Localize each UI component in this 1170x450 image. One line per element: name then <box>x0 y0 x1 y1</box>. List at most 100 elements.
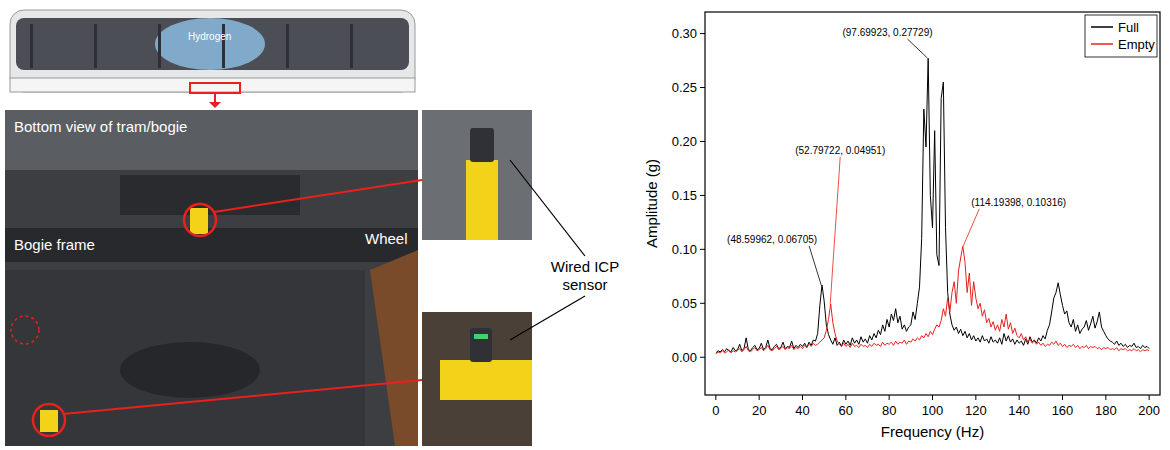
tram-pillar <box>158 24 161 68</box>
x-tick <box>759 395 760 400</box>
annotation-leader <box>963 209 979 246</box>
photo-lower <box>5 270 365 446</box>
y-tick-label: 0.05 <box>672 296 697 311</box>
label-link <box>510 296 585 340</box>
annotation-leader <box>830 157 840 304</box>
legend-swatch <box>1091 43 1113 45</box>
photo-tape <box>40 410 58 432</box>
tram-text: Hydrogen <box>188 31 231 42</box>
photo-panel: Hydrogen Bottom view of tram/bogie Bogie f… <box>5 10 619 446</box>
x-tick-label: 140 <box>1008 403 1030 418</box>
x-tick-label: 160 <box>1052 403 1074 418</box>
photo-label: Wheel <box>365 230 408 247</box>
x-tick-label: 200 <box>1138 403 1160 418</box>
plot-frame <box>705 12 1160 395</box>
chart: 0 20 40 60 80 100 120 140 160 180 200 0.00 0.05 0.10 0… <box>643 12 1160 440</box>
photo-frame-bar <box>5 228 418 262</box>
tram-pillar <box>94 24 97 68</box>
sensor-label-line: Wired ICP <box>551 258 619 275</box>
series-line <box>716 58 1149 353</box>
y-tick-label: 0.20 <box>672 134 697 149</box>
tram-skirt <box>10 78 415 92</box>
annotations: (97.69923, 0.27729) (48.59962, 0.06705) (5… <box>727 27 1066 304</box>
x-tick-label: 40 <box>795 403 809 418</box>
inset-link <box>63 380 422 414</box>
y-tick-label: 0.30 <box>672 26 697 41</box>
series-line <box>716 246 1149 354</box>
label-link <box>510 160 585 256</box>
annotation-leader <box>809 246 821 285</box>
figure: Hydrogen Bottom view of tram/bogie Bogie f… <box>0 0 1170 450</box>
inset-photo <box>422 312 532 446</box>
arrow-head <box>209 102 221 108</box>
photo-label: Bogie frame <box>14 236 95 253</box>
inset-tape <box>440 360 532 400</box>
y-tick <box>700 195 705 196</box>
x-tick <box>975 395 976 400</box>
sensor-circle <box>184 204 216 236</box>
inset-tape <box>466 160 498 240</box>
x-tick-label: 60 <box>839 403 853 418</box>
bogie-photo <box>5 110 418 446</box>
x-tick <box>932 395 933 400</box>
sensor-label-line: sensor <box>562 276 607 293</box>
x-tick-label: 180 <box>1095 403 1117 418</box>
x-tick <box>802 395 803 400</box>
x-tick <box>1019 395 1020 400</box>
sensor-label: Wired ICPsensor <box>551 258 619 293</box>
y-tick <box>700 33 705 34</box>
photo-tape <box>190 208 208 234</box>
x-tick-label: 80 <box>882 403 896 418</box>
y-tick-label: 0.25 <box>672 80 697 95</box>
x-tick <box>889 395 890 400</box>
x-tick <box>845 395 846 400</box>
x-axis-title: Frequency (Hz) <box>881 423 984 440</box>
series-group <box>716 58 1149 354</box>
legend: Full Empty <box>1085 15 1157 57</box>
y-tick <box>700 303 705 304</box>
inset-photo <box>422 110 532 240</box>
x-tick-label: 120 <box>965 403 987 418</box>
y-axis-title: Amplitude (g) <box>643 159 660 248</box>
tram-livery <box>155 18 265 70</box>
x-tick <box>1062 395 1063 400</box>
x-tick <box>715 395 716 400</box>
annotation-text: (114.19398, 0.10316) <box>971 197 1066 208</box>
annotation-text: (97.69923, 0.27729) <box>842 27 932 38</box>
sensor-circle <box>11 316 39 344</box>
inset-sensor <box>470 128 494 162</box>
legend-swatch <box>1091 26 1113 28</box>
photo-label: Bottom view of tram/bogie <box>14 118 187 135</box>
highlight-box <box>190 83 240 93</box>
sensor-circle <box>33 404 65 436</box>
legend-label: Full <box>1118 20 1139 35</box>
x-tick-label: 0 <box>712 403 719 418</box>
legend-label: Empty <box>1118 37 1155 52</box>
inset-led <box>474 334 488 339</box>
y-tick <box>700 141 705 142</box>
photo-part <box>120 342 260 398</box>
tram-pillar <box>30 24 33 68</box>
photo-plate <box>5 110 418 170</box>
x-tick-label: 100 <box>922 403 944 418</box>
tram-body <box>10 10 415 92</box>
x-tick <box>1149 395 1150 400</box>
annotation-text: (48.59962, 0.06705) <box>727 234 817 245</box>
y-tick <box>700 357 705 358</box>
tram-windows <box>16 18 409 70</box>
annotation-leader <box>908 39 928 58</box>
inset-link <box>214 180 422 212</box>
tram-pillar <box>350 24 353 68</box>
photo-wheel <box>370 250 418 446</box>
y-tick <box>700 87 705 88</box>
y-tick <box>700 249 705 250</box>
y-tick-label: 0.00 <box>672 350 697 365</box>
x-tick-label: 20 <box>752 403 766 418</box>
tram-pillar <box>286 24 289 68</box>
legend-box <box>1085 15 1157 57</box>
x-tick <box>1105 395 1106 400</box>
inset-sensor <box>470 328 492 362</box>
annotation-text: (52.79722, 0.04951) <box>795 145 885 156</box>
y-tick-label: 0.10 <box>672 242 697 257</box>
y-tick-label: 0.15 <box>672 188 697 203</box>
